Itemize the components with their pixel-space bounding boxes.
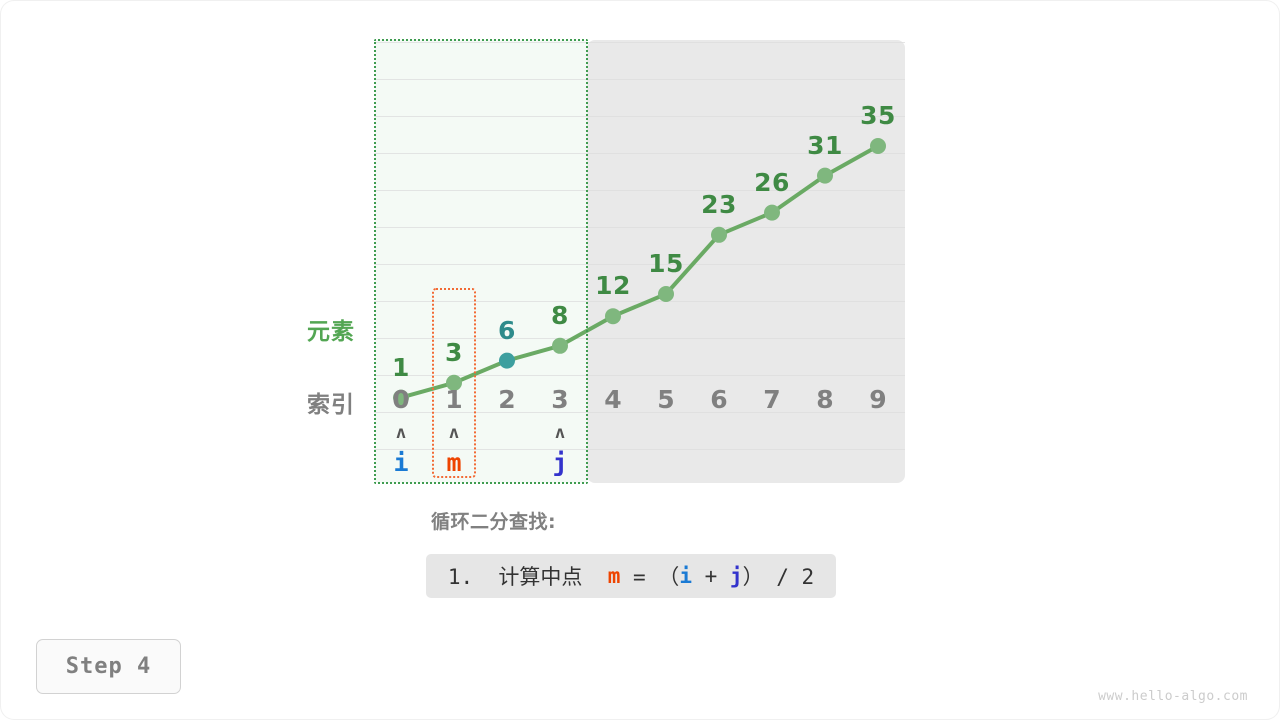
- pointer-caret-i: ʌ: [395, 423, 407, 443]
- value-label: 3: [445, 337, 463, 367]
- index-label: 3: [551, 385, 569, 414]
- data-point: [552, 337, 568, 354]
- gridline: [374, 116, 905, 117]
- elements-row-label: 元素: [307, 319, 355, 345]
- data-point: [711, 226, 727, 243]
- value-label: 15: [648, 249, 684, 278]
- index-label: 2: [498, 385, 516, 414]
- line-series: [393, 138, 886, 406]
- pointer-label-j: j: [552, 448, 568, 477]
- series-polyline: [399, 144, 880, 400]
- formula-variable-i: i: [679, 564, 692, 588]
- index-label: 9: [869, 385, 887, 414]
- index-label: 6: [710, 385, 728, 414]
- formula-variable-j: j: [729, 564, 743, 588]
- gridline: [374, 449, 905, 450]
- gridline: [374, 375, 905, 376]
- index-label: 8: [816, 385, 834, 414]
- index-label: 4: [604, 385, 622, 414]
- value-label: 23: [701, 189, 737, 219]
- gridline: [374, 301, 905, 302]
- value-label: 12: [595, 271, 631, 301]
- caption-title: 循环二分查找:: [431, 511, 557, 533]
- formula-suffix: ） / 2: [742, 565, 815, 589]
- value-label: 6: [498, 315, 516, 345]
- data-point: [658, 286, 674, 302]
- formula-variable-m: m: [607, 564, 621, 588]
- index-row-label: 索引: [307, 392, 355, 418]
- data-point: [870, 138, 886, 154]
- active-search-interval-panel: [374, 40, 587, 483]
- gridline: [374, 264, 905, 265]
- site-url: www.hello-algo.com: [1098, 689, 1248, 704]
- gridline: [374, 42, 905, 43]
- pointer-caret-j: ʌ: [554, 423, 566, 443]
- inactive-range-panel: [586, 40, 905, 483]
- value-label: 1: [392, 352, 410, 382]
- step-badge: Step 4: [36, 639, 181, 694]
- value-label: 8: [551, 300, 569, 330]
- value-label: 26: [754, 167, 790, 197]
- gridline: [374, 338, 905, 339]
- data-point: [393, 389, 409, 406]
- value-label: 35: [860, 101, 896, 130]
- pointer-caret-m: ʌ: [448, 423, 460, 443]
- data-point: [605, 308, 621, 325]
- index-label: 1: [445, 385, 463, 414]
- pointer-label-i: i: [393, 448, 409, 477]
- gridline: [374, 227, 905, 228]
- data-point: [764, 204, 780, 221]
- gridline: [374, 153, 905, 154]
- data-point: [446, 374, 462, 391]
- index-label: 5: [657, 385, 675, 414]
- formula-prefix: 1. 计算中点: [447, 565, 608, 589]
- formula-box: 1. 计算中点 m = （i + j） / 2: [426, 554, 836, 598]
- data-point: [817, 167, 833, 184]
- formula-plus: +: [691, 564, 730, 588]
- gridline: [374, 79, 905, 80]
- index-label: 7: [763, 385, 781, 414]
- gridline: [374, 412, 905, 413]
- series-points: [393, 138, 886, 406]
- index-label: 0: [392, 385, 410, 414]
- pointer-label-m: m: [446, 448, 462, 477]
- value-label: 31: [807, 130, 843, 160]
- gridline: [374, 190, 905, 191]
- data-point: [499, 352, 515, 369]
- formula-equals: = （: [620, 565, 680, 589]
